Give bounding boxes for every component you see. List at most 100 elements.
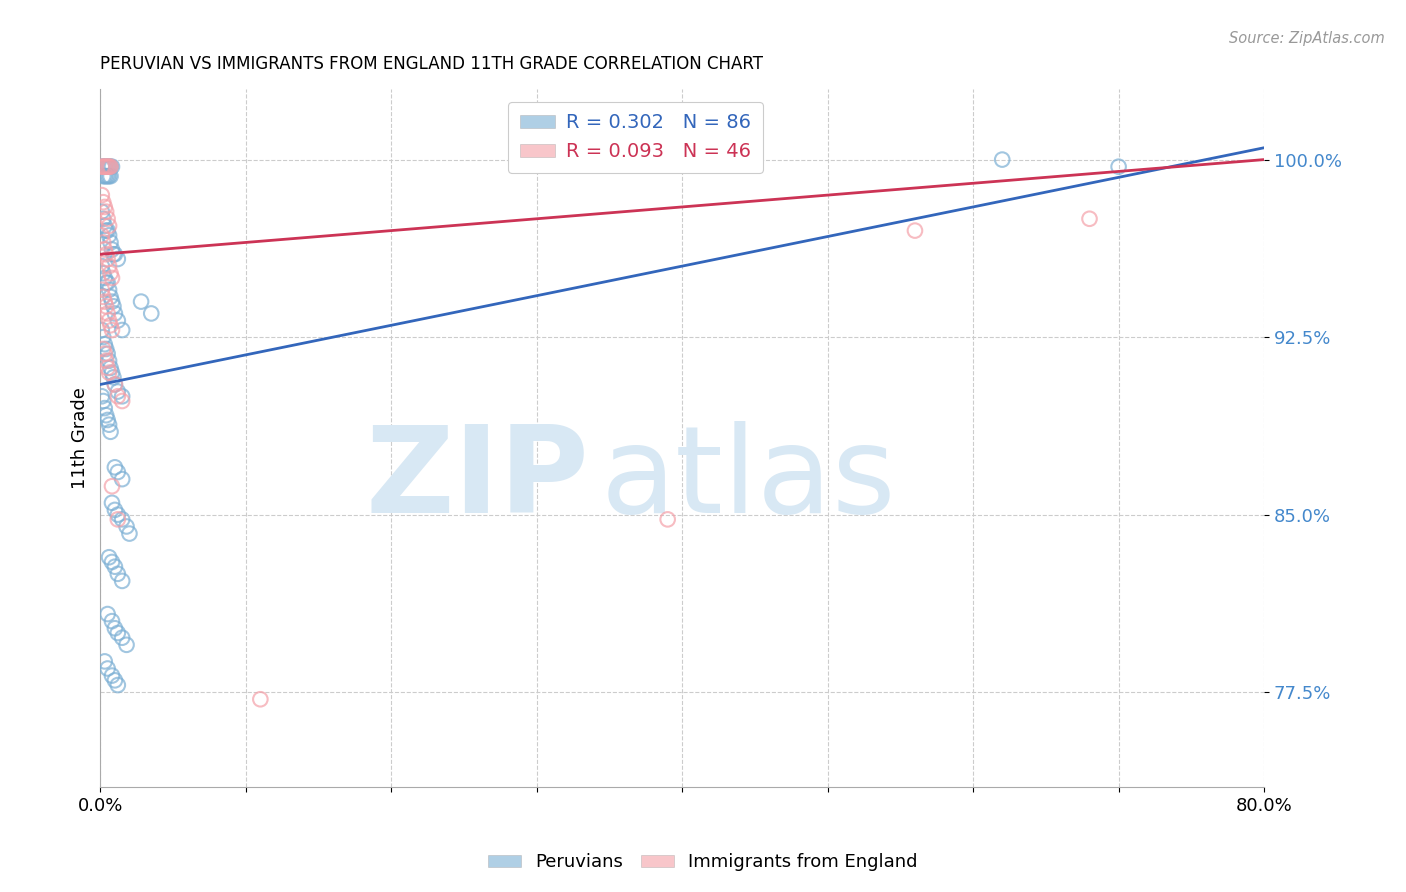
Point (97, 276, 120, 290)
Point (96, 160, 118, 174)
Point (91, 235, 114, 250)
Point (100, 169, 122, 183)
Point (93, 160, 115, 174)
Point (111, 574, 134, 588)
Point (93, 401, 115, 416)
Text: atlas: atlas (600, 421, 897, 538)
Point (91, 160, 114, 174)
Point (107, 313, 129, 327)
Point (98, 259, 121, 273)
Point (115, 519, 138, 533)
Point (91, 160, 114, 174)
Point (98, 417, 121, 432)
Point (104, 460, 127, 475)
Point (96, 247, 118, 261)
Point (98, 366, 121, 380)
Point (103, 370, 125, 384)
Point (111, 631, 134, 645)
Point (97, 252, 120, 266)
Point (104, 377, 127, 392)
Point (96, 276, 118, 290)
Point (115, 638, 138, 652)
Point (991, 153, 1014, 167)
Point (93, 294, 115, 309)
Point (104, 503, 127, 517)
Point (93, 219, 115, 233)
Point (104, 673, 127, 688)
Point (96, 408, 118, 422)
Text: PERUVIAN VS IMMIGRANTS FROM ENGLAND 11TH GRADE CORRELATION CHART: PERUVIAN VS IMMIGRANTS FROM ENGLAND 11TH… (100, 55, 763, 73)
Point (904, 224, 927, 238)
Point (111, 323, 134, 337)
Point (101, 668, 124, 682)
Text: Source: ZipAtlas.com: Source: ZipAtlas.com (1229, 31, 1385, 46)
Point (129, 294, 152, 309)
Point (107, 384, 129, 399)
Point (104, 377, 127, 392)
Point (107, 566, 129, 581)
Point (100, 290, 122, 304)
Point (98, 169, 121, 183)
Point (91, 169, 114, 183)
Point (103, 299, 125, 313)
Point (1108, 160, 1130, 174)
Point (101, 496, 124, 510)
Legend: Peruvians, Immigrants from England: Peruvians, Immigrants from England (481, 847, 925, 879)
Point (111, 394, 134, 409)
Point (100, 235, 122, 250)
Point (90, 160, 112, 174)
Point (90, 389, 112, 403)
Point (96, 160, 118, 174)
Point (100, 160, 122, 174)
Point (111, 512, 134, 526)
Point (98, 219, 121, 233)
Point (97, 413, 120, 427)
Point (93, 243, 115, 257)
Point (107, 678, 129, 692)
Point (107, 508, 129, 522)
Point (100, 425, 122, 439)
Point (100, 318, 122, 333)
Point (107, 512, 129, 526)
Point (93, 271, 115, 285)
Point (93, 654, 115, 668)
Point (97, 306, 120, 320)
Point (97, 224, 120, 238)
Legend: R = 0.302   N = 86, R = 0.093   N = 46: R = 0.302 N = 86, R = 0.093 N = 46 (508, 102, 763, 173)
Point (98, 283, 121, 297)
Point (91, 290, 114, 304)
Point (101, 243, 124, 257)
Point (1078, 211, 1101, 226)
Point (249, 692, 271, 706)
Point (107, 626, 129, 640)
Point (118, 526, 141, 541)
Point (107, 465, 129, 479)
Point (96, 353, 118, 368)
Point (97, 160, 120, 174)
Point (91, 211, 114, 226)
Point (104, 559, 127, 574)
Point (101, 366, 124, 380)
Point (97, 607, 120, 621)
Point (93, 200, 115, 214)
Point (104, 247, 127, 261)
Point (91, 266, 114, 280)
Point (111, 389, 134, 403)
Point (98, 160, 121, 174)
Point (657, 512, 679, 526)
Point (93, 347, 115, 361)
Point (98, 313, 121, 327)
Point (93, 160, 115, 174)
Point (90, 204, 112, 219)
Point (90, 283, 112, 297)
Point (97, 211, 120, 226)
Point (90, 259, 112, 273)
Point (96, 169, 118, 183)
Point (107, 389, 129, 403)
Point (111, 472, 134, 486)
Point (107, 252, 129, 266)
Point (100, 360, 122, 375)
Point (96, 299, 118, 313)
Point (90, 188, 112, 202)
Point (104, 621, 127, 635)
